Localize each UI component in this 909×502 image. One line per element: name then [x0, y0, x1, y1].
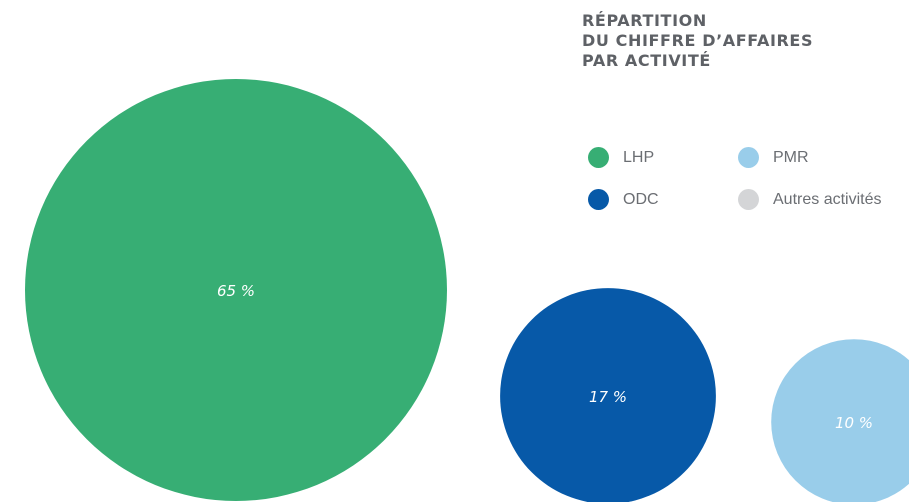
- legend-swatch-autres: [738, 189, 759, 210]
- chart-title-line-2: DU CHIFFRE D’AFFAIRES: [582, 31, 814, 50]
- chart-title-line-1: RÉPARTITION: [582, 11, 707, 30]
- bubble-label-pmr: 10 %: [835, 414, 873, 432]
- legend-item-pmr: PMR: [738, 147, 809, 168]
- legend-swatch-odc: [588, 189, 609, 210]
- legend-label-odc: ODC: [623, 190, 659, 208]
- bubble-lhp: [25, 79, 447, 501]
- bubble-odc: [500, 288, 716, 502]
- legend-swatch-pmr: [738, 147, 759, 168]
- legend-label-lhp: LHP: [623, 148, 655, 166]
- bubble-pmr: [771, 339, 909, 502]
- legend-item-lhp: LHP: [588, 147, 654, 168]
- legend-label-autres: Autres activités: [773, 190, 882, 208]
- legend-label-pmr: PMR: [773, 148, 809, 166]
- bubble-label-lhp: 65 %: [217, 282, 255, 300]
- bubble-label-odc: 17 %: [589, 388, 627, 406]
- legend-item-autres: Autres activités: [738, 189, 881, 210]
- legend-item-odc: ODC: [588, 189, 659, 210]
- legend-swatch-lhp: [588, 147, 609, 168]
- chart-title-line-3: PAR ACTIVITÉ: [582, 51, 711, 70]
